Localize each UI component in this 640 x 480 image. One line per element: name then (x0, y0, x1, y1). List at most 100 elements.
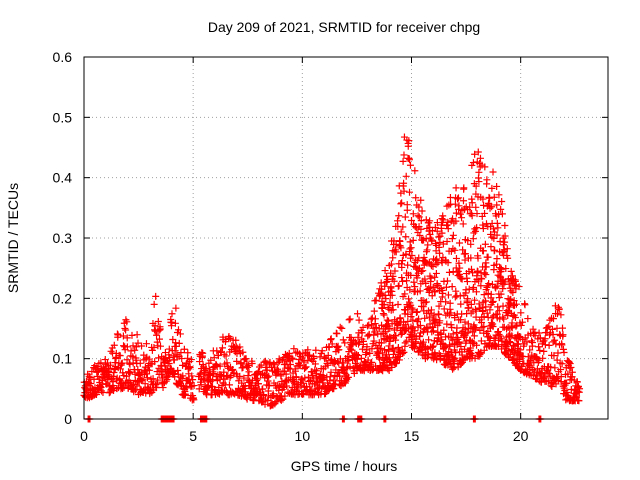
data-point (202, 364, 210, 372)
data-point (416, 287, 424, 295)
data-point (421, 314, 429, 322)
data-point (470, 332, 478, 340)
data-point (86, 374, 94, 382)
data-point (494, 224, 502, 232)
data-point (461, 250, 469, 258)
data-point (474, 254, 482, 262)
data-point (152, 292, 160, 300)
data-point (528, 337, 536, 345)
data-point (129, 380, 137, 388)
data-point (467, 300, 475, 308)
data-point (509, 288, 517, 296)
data-point (458, 275, 466, 283)
data-point (535, 329, 543, 337)
data-point (442, 298, 450, 306)
data-point (452, 287, 460, 295)
data-point (400, 187, 408, 195)
data-point (398, 199, 406, 207)
data-point (354, 310, 362, 318)
data-point (126, 369, 134, 377)
data-point (495, 191, 503, 199)
data-point (484, 289, 492, 297)
data-point (406, 188, 414, 196)
data-point (338, 324, 346, 332)
data-point (455, 338, 463, 346)
data-point (452, 217, 460, 225)
data-point (548, 325, 556, 333)
y-axis-label: SRMTID / TECUs (5, 183, 21, 293)
data-point (439, 240, 447, 248)
data-point (259, 385, 267, 393)
data-point (446, 305, 454, 313)
data-point (260, 391, 268, 399)
data-point (422, 248, 430, 256)
data-point (507, 295, 515, 303)
data-point (396, 314, 404, 322)
data-point (492, 331, 500, 339)
data-point (270, 392, 278, 400)
data-point (389, 272, 397, 280)
data-point (560, 348, 568, 356)
data-point (576, 385, 584, 393)
data-point (503, 307, 511, 315)
data-point (481, 209, 489, 217)
data-point (475, 178, 483, 186)
data-point (370, 331, 378, 339)
data-point (493, 201, 501, 209)
data-point (429, 342, 437, 350)
data-point (123, 343, 131, 351)
data-point (428, 237, 436, 245)
x-tick-label: 10 (295, 428, 311, 444)
data-point (341, 339, 349, 347)
data-point (453, 324, 461, 332)
data-point (529, 371, 537, 379)
data-point (428, 328, 436, 336)
data-point (452, 184, 460, 192)
data-point (110, 341, 118, 349)
data-point (457, 300, 465, 308)
data-point (335, 346, 343, 354)
data-point (429, 327, 437, 335)
data-point (500, 315, 508, 323)
data-point (199, 349, 207, 357)
data-point (481, 163, 489, 171)
data-point (441, 344, 449, 352)
data-point (433, 227, 441, 235)
data-point (550, 315, 558, 323)
data-point (535, 356, 543, 364)
y-tick-label: 0.5 (53, 109, 73, 125)
data-point (463, 278, 471, 286)
data-point (466, 203, 474, 211)
data-point (425, 336, 433, 344)
data-point (431, 273, 439, 281)
data-point (517, 321, 525, 329)
data-point (471, 296, 479, 304)
data-point (168, 310, 176, 318)
data-point (526, 346, 534, 354)
data-point (344, 373, 352, 381)
data-point (455, 202, 463, 210)
data-point (501, 232, 509, 240)
data-point (145, 366, 153, 374)
data-point (451, 354, 459, 362)
data-point (410, 278, 418, 286)
data-point (382, 295, 390, 303)
data-point (470, 229, 478, 237)
data-point (131, 346, 139, 354)
data-point (435, 233, 443, 241)
data-point (391, 267, 399, 275)
data-point (448, 336, 456, 344)
data-point (468, 199, 476, 207)
data-point (504, 254, 512, 262)
data-point (497, 265, 505, 273)
data-point (552, 380, 560, 388)
data-point (326, 373, 334, 381)
data-point (446, 299, 454, 307)
data-point (404, 317, 412, 325)
data-point (110, 369, 118, 377)
data-point (553, 310, 561, 318)
data-point (299, 379, 307, 387)
data-point (400, 179, 408, 187)
data-point (438, 336, 446, 344)
data-point (159, 384, 167, 392)
